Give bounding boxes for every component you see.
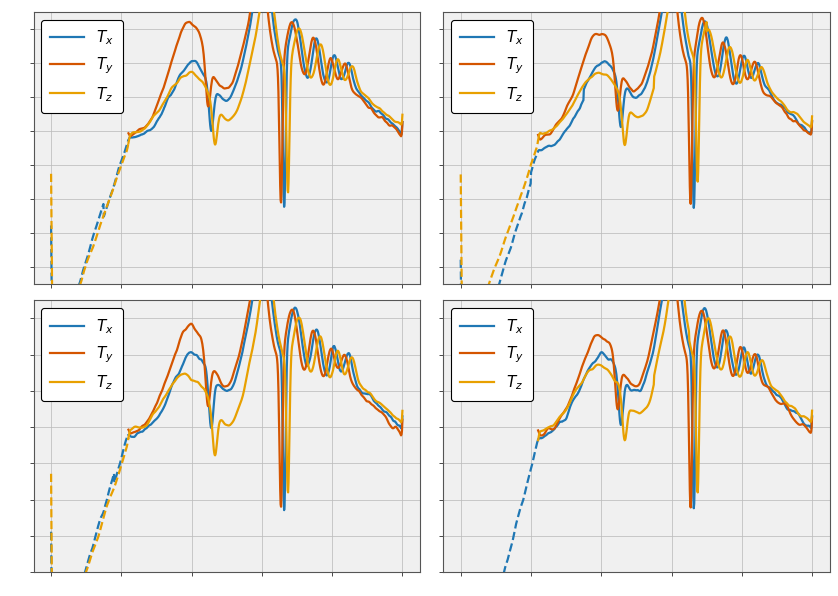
Legend: $T_x$, $T_y$, $T_z$: $T_x$, $T_y$, $T_z$	[41, 20, 123, 113]
Legend: $T_x$, $T_y$, $T_z$: $T_x$, $T_y$, $T_z$	[451, 20, 533, 113]
Legend: $T_x$, $T_y$, $T_z$: $T_x$, $T_y$, $T_z$	[41, 308, 123, 401]
Legend: $T_x$, $T_y$, $T_z$: $T_x$, $T_y$, $T_z$	[451, 308, 533, 401]
